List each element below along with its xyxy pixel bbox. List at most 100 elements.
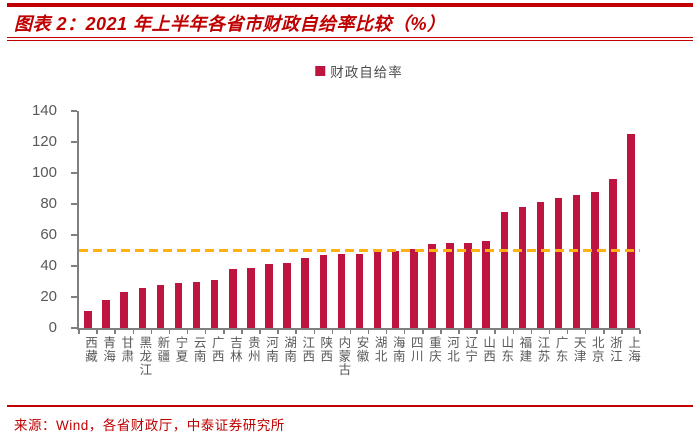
y-axis-tick-label: 60: [40, 226, 57, 243]
top-accent-bar: [7, 3, 693, 7]
x-axis-tick-mark: [566, 330, 569, 334]
x-axis-tick-mark: [440, 330, 442, 334]
bar-广东: [554, 197, 563, 328]
y-axis-tick-mark: [71, 141, 77, 143]
x-axis-tick-mark: [132, 330, 135, 334]
bar-山西: [482, 241, 490, 328]
x-axis-tick-mark: [313, 330, 315, 334]
y-axis-tick-mark: [71, 110, 77, 112]
x-axis-label-北京: 北京: [589, 336, 604, 363]
x-axis-tick-mark: [639, 330, 641, 334]
x-axis-label-云南: 云南: [191, 336, 206, 363]
x-axis-label-福建: 福建: [517, 336, 532, 363]
x-axis-tick-mark: [277, 330, 279, 334]
x-axis-tick-mark: [186, 330, 189, 334]
x-axis-label-山西: 山西: [481, 336, 496, 363]
x-axis-label-海南: 海南: [390, 336, 405, 363]
bar-四川: [410, 248, 418, 328]
x-axis-tick-mark: [584, 330, 587, 334]
figure-title: 图表 2：2021 年上半年各省市财政自给率比较（%）: [14, 14, 446, 34]
x-axis-label-湖北: 湖北: [372, 336, 387, 363]
x-axis-label-吉林: 吉林: [227, 336, 242, 363]
legend-swatch-icon: [315, 66, 326, 76]
x-axis-tick-mark: [422, 330, 424, 334]
x-axis-tick-mark: [223, 330, 225, 334]
x-axis-tick-mark: [512, 330, 515, 334]
y-axis-tick-mark: [71, 234, 77, 236]
x-axis-tick-mark: [349, 330, 352, 334]
y-axis-tick-mark: [71, 203, 77, 205]
bar-北京: [591, 191, 599, 328]
y-axis-tick-label: 40: [40, 257, 57, 274]
x-axis-tick-mark: [476, 330, 478, 334]
x-axis-label-湖南: 湖南: [282, 336, 297, 363]
x-axis-label-浙江: 浙江: [607, 336, 622, 363]
y-axis-tick-mark: [71, 327, 77, 329]
bar-宁夏: [174, 283, 183, 328]
x-axis-label-贵州: 贵州: [245, 336, 260, 363]
x-axis-tick-mark: [295, 330, 297, 334]
x-axis-label-天津: 天津: [571, 336, 586, 363]
bar-黑龙江: [138, 287, 147, 328]
x-axis-label-江西: 江西: [300, 336, 315, 363]
x-axis-label-山东: 山东: [499, 336, 514, 363]
x-axis-label-上海: 上海: [625, 336, 640, 363]
bar-江西: [301, 258, 309, 328]
x-axis-label-河南: 河南: [264, 336, 279, 363]
bar-天津: [572, 194, 581, 328]
x-axis-label-江苏: 江苏: [535, 336, 550, 363]
y-axis-tick-label: 100: [31, 164, 57, 181]
x-axis-label-安徽: 安徽: [354, 336, 369, 363]
bar-江苏: [536, 202, 545, 328]
bar-河北: [446, 242, 454, 328]
x-axis-tick-mark: [621, 330, 623, 334]
y-axis-tick-mark: [71, 265, 77, 267]
bar-辽宁: [464, 242, 472, 328]
bar-贵州: [247, 267, 255, 328]
x-axis-tick-mark: [385, 330, 388, 334]
x-axis-tick-mark: [241, 330, 243, 334]
y-axis-tick-mark: [71, 296, 77, 298]
x-axis-tick-mark: [458, 330, 460, 334]
x-axis-label-河北: 河北: [444, 336, 459, 363]
x-axis-label-西藏: 西藏: [83, 336, 98, 363]
x-axis-tick-mark: [530, 330, 533, 334]
bar-湖北: [373, 252, 382, 328]
x-axis-label-甘肃: 甘肃: [119, 336, 134, 363]
bar-浙江: [609, 179, 617, 328]
x-axis-label-广西: 广西: [209, 336, 224, 363]
x-axis-tick-mark: [331, 330, 334, 334]
bar-安徽: [355, 253, 364, 328]
x-axis-label-新疆: 新疆: [155, 336, 170, 363]
bar-湖南: [283, 262, 291, 328]
x-axis-label-四川: 四川: [408, 336, 423, 363]
bar-西藏: [84, 310, 92, 328]
source-note: 来源：Wind，各省财政厅，中泰证券研究所: [14, 418, 285, 433]
x-axis-tick-mark: [548, 330, 551, 334]
x-axis-tick-mark: [96, 330, 98, 334]
x-axis-label-内蒙古: 内蒙古: [336, 336, 351, 377]
title-divider: [7, 37, 693, 41]
y-axis-tick-label: 140: [31, 102, 57, 119]
bar-河南: [265, 264, 273, 328]
bar-云南: [192, 281, 201, 328]
footer-divider: [7, 405, 693, 407]
bar-内蒙古: [337, 253, 346, 328]
y-axis-tick-label: 0: [48, 319, 57, 336]
chart-legend: 财政自给率: [315, 61, 403, 81]
x-axis-tick-mark: [259, 330, 261, 334]
x-axis-tick-mark: [78, 330, 80, 334]
bar-陕西: [319, 255, 328, 328]
legend-label: 财政自给率: [330, 65, 403, 80]
x-axis-tick-mark: [603, 330, 605, 334]
x-axis-tick-mark: [204, 330, 207, 334]
x-axis-tick-mark: [403, 330, 406, 334]
x-axis-tick-mark: [150, 330, 153, 334]
bar-甘肃: [120, 292, 128, 328]
x-axis-label-陕西: 陕西: [318, 336, 333, 363]
x-axis-label-广东: 广东: [553, 336, 568, 363]
bar-吉林: [229, 269, 237, 328]
reference-dashed-line: [79, 248, 640, 253]
y-axis-tick-label: 120: [31, 133, 57, 150]
